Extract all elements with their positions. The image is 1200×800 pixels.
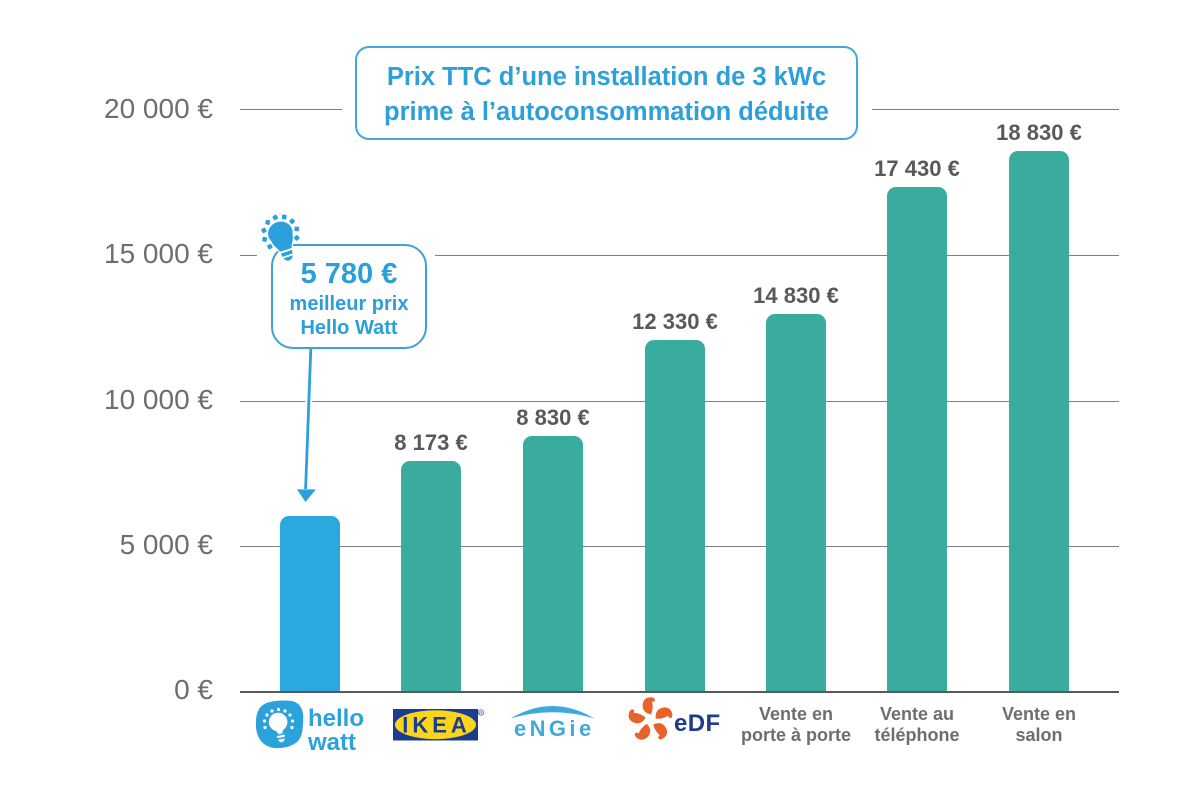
svg-text:watt: watt <box>307 729 356 755</box>
svg-text:eDF: eDF <box>674 710 721 737</box>
svg-text:hello: hello <box>308 705 364 732</box>
svg-text:R: R <box>479 710 483 716</box>
svg-text:eNGie: eNGie <box>514 716 595 741</box>
svg-text:IKEA: IKEA <box>402 713 471 738</box>
